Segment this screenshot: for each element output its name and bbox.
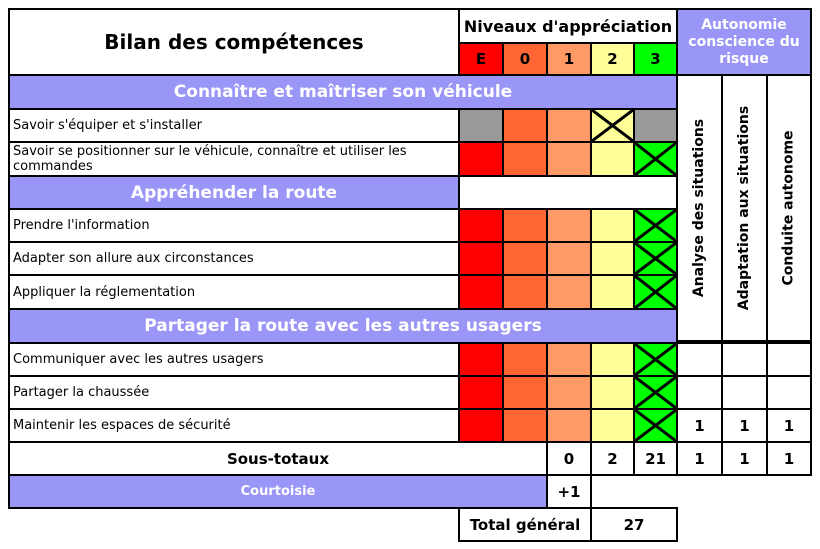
level-cell-e xyxy=(458,241,504,276)
level-cell-1 xyxy=(546,342,592,377)
level-cell-3-checked xyxy=(633,375,678,410)
level-cell-3 xyxy=(633,108,678,143)
subtotal-autonomy: 1 xyxy=(766,441,812,476)
level-header-0: 0 xyxy=(502,42,548,76)
level-header-e: E xyxy=(458,42,504,76)
level-cell-0 xyxy=(502,408,548,443)
level-cell-e xyxy=(458,141,504,177)
level-cell-e xyxy=(458,108,504,143)
section-title: Partager la route avec les autres usager… xyxy=(8,308,678,344)
row-label: Adapter son allure aux circonstances xyxy=(8,241,460,276)
cross-mark-icon xyxy=(592,110,633,141)
autonomy-col-conduite: Conduite autonome xyxy=(766,74,812,342)
level-cell-2 xyxy=(590,208,635,243)
cross-mark-icon xyxy=(635,210,676,241)
level-cell-3-checked xyxy=(633,141,678,177)
courtoisie-value: +1 xyxy=(546,474,592,509)
level-cell-1 xyxy=(546,208,592,243)
autonomy-title: Autonomie conscience du risque xyxy=(676,8,812,76)
autonomy-cell xyxy=(766,342,812,377)
total-value: 27 xyxy=(590,507,678,542)
level-cell-e xyxy=(458,375,504,410)
cross-mark-icon xyxy=(635,344,676,375)
row-label: Maintenir les espaces de sécurité xyxy=(8,408,460,443)
level-cell-1 xyxy=(546,375,592,410)
level-cell-0 xyxy=(502,208,548,243)
row-label: Partager la chaussée xyxy=(8,375,460,410)
level-header-3: 3 xyxy=(633,42,678,76)
cross-mark-icon xyxy=(635,276,676,308)
total-label: Total général xyxy=(458,507,592,542)
autonomy-value: 1 xyxy=(676,408,723,443)
level-cell-0 xyxy=(502,108,548,143)
level-cell-1 xyxy=(546,141,592,177)
subtotal-autonomy: 1 xyxy=(676,441,723,476)
level-cell-0 xyxy=(502,274,548,310)
level-cell-2 xyxy=(590,342,635,377)
cross-mark-icon xyxy=(635,377,676,408)
level-cell-e xyxy=(458,208,504,243)
level-header-2: 2 xyxy=(590,42,635,76)
level-cell-3-checked xyxy=(633,208,678,243)
autonomy-col-adaptation: Adaptation aux situations xyxy=(721,74,768,342)
level-cell-2 xyxy=(590,141,635,177)
level-cell-0 xyxy=(502,375,548,410)
page-title: Bilan des compétences xyxy=(8,8,460,76)
level-cell-2 xyxy=(590,375,635,410)
level-cell-3-checked xyxy=(633,342,678,377)
level-cell-1 xyxy=(546,274,592,310)
section-spacer xyxy=(458,175,678,210)
subtotals-label: Sous-totaux xyxy=(8,441,548,476)
cross-mark-icon xyxy=(635,410,676,441)
level-cell-3-checked xyxy=(633,274,678,310)
subtotal-autonomy: 1 xyxy=(721,441,768,476)
level-cell-2 xyxy=(590,274,635,310)
section-title: Appréhender la route xyxy=(8,175,460,210)
autonomy-col-analyse: Analyse des situations xyxy=(676,74,723,342)
levels-title: Niveaux d'appréciation xyxy=(458,8,678,44)
row-label: Communiquer avec les autres usagers xyxy=(8,342,460,377)
level-cell-2 xyxy=(590,408,635,443)
level-cell-e xyxy=(458,408,504,443)
row-label: Prendre l'information xyxy=(8,208,460,243)
level-cell-2-checked xyxy=(590,108,635,143)
cross-mark-icon xyxy=(635,243,676,274)
row-label: Savoir se positionner sur le véhicule, c… xyxy=(8,141,460,177)
level-cell-0 xyxy=(502,241,548,276)
level-cell-e xyxy=(458,274,504,310)
level-cell-e xyxy=(458,342,504,377)
autonomy-cell xyxy=(766,375,812,410)
section-title: Connaître et maîtriser son véhicule xyxy=(8,74,678,110)
autonomy-value: 1 xyxy=(766,408,812,443)
level-cell-1 xyxy=(546,408,592,443)
level-cell-3-checked xyxy=(633,408,678,443)
row-label: Appliquer la réglementation xyxy=(8,274,460,310)
level-cell-3-checked xyxy=(633,241,678,276)
autonomy-cell xyxy=(721,375,768,410)
subtotal-level-3: 21 xyxy=(633,441,678,476)
subtotal-level-2: 2 xyxy=(590,441,635,476)
level-cell-0 xyxy=(502,141,548,177)
level-cell-1 xyxy=(546,241,592,276)
autonomy-cell xyxy=(721,342,768,377)
autonomy-value: 1 xyxy=(721,408,768,443)
courtoisie-label: Courtoisie xyxy=(8,474,548,509)
level-cell-1 xyxy=(546,108,592,143)
subtotal-level-1: 0 xyxy=(546,441,592,476)
level-cell-0 xyxy=(502,342,548,377)
level-cell-2 xyxy=(590,241,635,276)
autonomy-cell xyxy=(676,342,723,377)
row-label: Savoir s'équiper et s'installer xyxy=(8,108,460,143)
level-header-1: 1 xyxy=(546,42,592,76)
autonomy-cell xyxy=(676,375,723,410)
cross-mark-icon xyxy=(635,143,676,175)
